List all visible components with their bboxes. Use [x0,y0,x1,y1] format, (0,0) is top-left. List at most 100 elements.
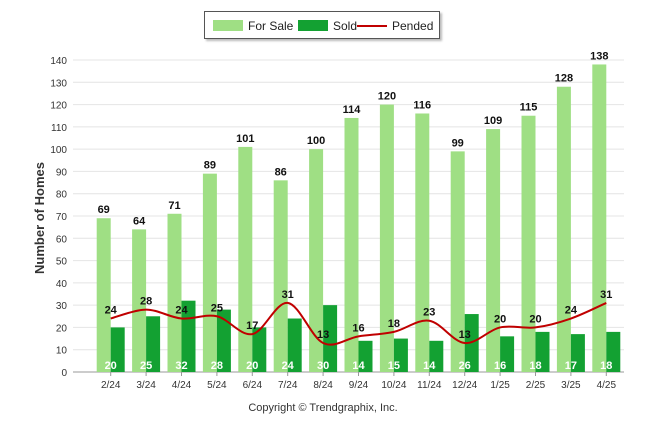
x-tick-label: 2/25 [526,380,546,391]
x-tick-label: 8/24 [313,380,333,391]
legend-item-pended[interactable]: Pended [357,19,433,33]
data-label-pended: 31 [282,289,294,301]
y-tick-label: 110 [51,123,67,134]
data-label-for-sale: 64 [133,215,146,227]
bar-for-sale [415,113,430,372]
data-label-sold: 30 [317,360,329,372]
data-label-sold: 24 [282,360,295,372]
data-label-for-sale: 86 [275,166,287,178]
x-tick-label: 5/24 [207,380,227,391]
bar-for-sale [521,115,536,372]
bar-sold [287,318,302,372]
legend-item-sold[interactable]: Sold [298,19,357,33]
x-tick-label: 4/25 [597,380,617,391]
data-label-for-sale: 115 [520,102,538,114]
data-label-pended: 24 [565,305,578,317]
x-tick-label: 4/24 [172,380,192,391]
bar-sold [146,316,161,372]
bar-for-sale [344,117,359,372]
legend-swatch-pended [357,25,387,27]
bar-for-sale [96,218,111,372]
data-label-for-sale: 69 [98,204,110,216]
bar-sold [110,327,125,372]
legend-swatch-for-sale [213,20,243,31]
data-label-pended: 13 [459,329,471,341]
data-label-sold: 26 [459,360,471,372]
y-tick-label: 50 [56,257,68,268]
legend-label-for-sale: For Sale [248,19,294,33]
data-label-for-sale: 109 [484,115,502,127]
data-label-sold: 32 [175,360,187,372]
bar-for-sale [450,151,465,372]
bar-sold [358,340,373,372]
data-label-pended: 17 [246,320,258,332]
data-label-for-sale: 99 [452,137,464,149]
bar-for-sale [486,129,501,372]
x-tick-label: 3/25 [561,380,581,391]
data-label-sold: 15 [388,360,400,372]
y-tick-label: 30 [56,301,68,312]
data-label-for-sale: 101 [236,133,254,145]
bar-sold [570,334,585,372]
y-tick-label: 10 [56,346,68,357]
data-label-sold: 18 [600,360,612,372]
bar-sold [535,331,550,372]
data-label-for-sale: 100 [307,135,325,147]
data-label-for-sale: 138 [590,50,608,62]
copyright: Copyright © Trendgraphix, Inc. [248,402,398,414]
bar-for-sale [379,104,394,373]
x-tick-label: 10/24 [381,380,406,391]
data-label-pended: 18 [388,318,400,330]
x-tick-label: 12/24 [452,380,477,391]
data-label-pended: 20 [529,313,541,325]
y-tick-label: 20 [56,323,68,334]
data-label-sold: 25 [140,360,152,372]
x-tick-label: 1/25 [490,380,510,391]
data-label-sold: 14 [352,360,365,372]
bar-for-sale [202,173,217,372]
data-label-pended: 31 [600,289,612,301]
legend: For Sale Sold Pended [204,11,440,39]
bar-for-sale [273,180,288,372]
y-tick-label: 0 [61,368,67,379]
bar-for-sale [238,146,253,372]
x-tick-label: 7/24 [278,380,298,391]
x-tick-label: 6/24 [243,380,263,391]
bar-for-sale [556,86,571,372]
data-label-sold: 17 [565,360,577,372]
data-label-sold: 14 [423,360,436,372]
y-tick-label: 90 [56,167,68,178]
y-tick-label: 70 [56,212,68,223]
bar-for-sale [309,149,324,372]
x-tick-label: 9/24 [349,380,369,391]
legend-item-for-sale[interactable]: For Sale [213,19,293,33]
y-axis-title: Number of Homes [32,162,47,274]
bar-sold [606,331,621,372]
y-tick-label: 120 [50,101,67,112]
bar-for-sale [167,213,182,372]
data-label-sold: 18 [529,360,541,372]
series-line-pended [110,301,607,346]
data-label-for-sale: 71 [168,200,180,212]
bar-sold [393,338,408,372]
data-label-pended: 25 [211,302,223,314]
data-label-sold: 20 [105,360,117,372]
x-tick-label: 2/24 [101,380,121,391]
legend-swatch-sold [298,20,328,31]
bar-for-sale [132,229,147,372]
y-tick-label: 130 [50,78,67,89]
bar-sold [216,309,231,372]
y-tick-label: 100 [50,145,67,156]
data-label-pended: 28 [140,296,152,308]
bar-sold [323,305,338,372]
y-tick-label: 60 [56,234,68,245]
x-tick-label: 11/24 [417,380,442,391]
data-label-for-sale: 116 [413,99,431,111]
data-label-for-sale: 128 [555,73,573,85]
bar-sold [429,340,444,372]
data-label-pended: 16 [352,322,364,334]
y-tick-label: 40 [56,279,68,290]
y-tick-label: 140 [50,56,67,67]
data-label-pended: 23 [423,307,435,319]
